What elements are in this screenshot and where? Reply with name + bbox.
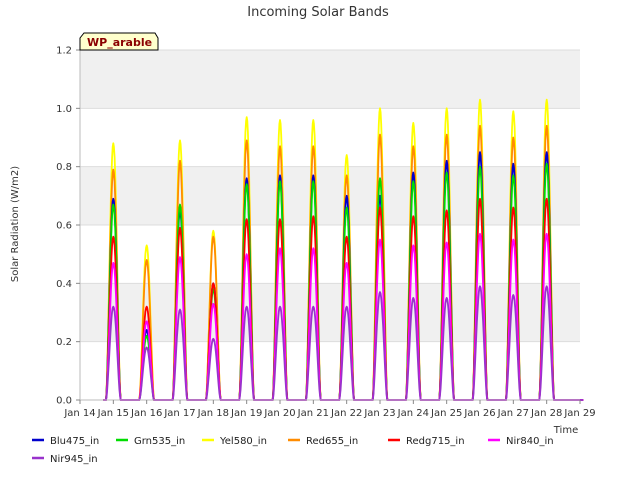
x-tick-label: Jan 20 <box>263 408 295 419</box>
x-axis-ticks: Jan 14 Jan 15 Jan 16 Jan 17 Jan 18 Jan 19 Jan … <box>63 400 596 419</box>
x-tick-label: Jan 25 <box>430 408 462 419</box>
legend-label: Blu475_in <box>50 436 99 447</box>
legend-label: Nir945_in <box>50 454 98 465</box>
legend: Blu475_in Grn535_in Yel580_in Red655_in Redg… <box>32 436 554 465</box>
legend-label: Nir840_in <box>506 436 554 447</box>
x-axis-title: Time <box>553 425 578 436</box>
legend-label: Red655_in <box>306 436 358 447</box>
x-tick-label: Jan 14 <box>63 408 95 419</box>
y-tick-label: 0.6 <box>56 221 72 232</box>
grid-band <box>80 283 580 342</box>
x-tick-label: Jan 22 <box>330 408 362 419</box>
y-axis-title: Solar Radiation (W/m2) <box>10 166 21 282</box>
x-tick-label: Jan 28 <box>530 408 562 419</box>
legend-label: Yel580_in <box>219 436 267 447</box>
y-tick-label: 0.0 <box>56 396 72 407</box>
y-axis-ticks: 0.0 0.2 0.4 0.6 0.8 1.0 1.2 <box>56 46 80 407</box>
chart-title: Incoming Solar Bands <box>247 5 389 20</box>
x-tick-label: Jan 29 <box>563 408 595 419</box>
x-tick-label: Jan 21 <box>297 408 329 419</box>
site-label-box: WP_arable <box>79 32 159 51</box>
grid-band <box>80 166 580 225</box>
grid-band <box>80 50 580 109</box>
x-tick-label: Jan 24 <box>397 408 429 419</box>
y-tick-label: 0.2 <box>56 337 72 348</box>
x-tick-label: Jan 15 <box>97 408 129 419</box>
site-label: WP_arable <box>87 36 152 49</box>
x-tick-label: Jan 17 <box>163 408 195 419</box>
y-tick-label: 1.0 <box>56 104 72 115</box>
y-tick-label: 0.4 <box>56 279 72 290</box>
x-tick-label: Jan 18 <box>197 408 229 419</box>
legend-label: Redg715_in <box>406 436 465 447</box>
y-tick-label: 0.8 <box>56 162 72 173</box>
x-tick-label: Jan 23 <box>363 408 395 419</box>
x-tick-label: Jan 27 <box>497 408 529 419</box>
x-tick-label: Jan 19 <box>230 408 262 419</box>
y-tick-label: 1.2 <box>56 46 72 57</box>
legend-label: Grn535_in <box>134 436 185 447</box>
x-tick-label: Jan 16 <box>130 408 162 419</box>
x-tick-label: Jan 26 <box>463 408 495 419</box>
